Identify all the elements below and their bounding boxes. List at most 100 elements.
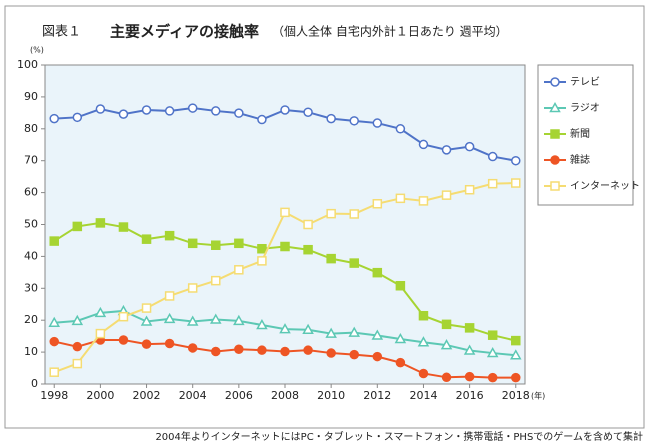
marker bbox=[234, 108, 244, 118]
marker bbox=[211, 275, 221, 286]
marker bbox=[487, 330, 498, 340]
marker bbox=[72, 341, 83, 352]
x-tick-label: 2008 bbox=[271, 389, 299, 402]
marker bbox=[418, 139, 429, 150]
y-tick-label: 60 bbox=[24, 186, 38, 199]
marker bbox=[463, 344, 476, 355]
y-tick-label: 10 bbox=[24, 345, 38, 358]
legend-label: ラジオ bbox=[570, 102, 600, 114]
marker bbox=[349, 116, 359, 126]
marker bbox=[234, 265, 244, 275]
legend-marker bbox=[550, 129, 560, 139]
marker bbox=[464, 323, 475, 333]
marker bbox=[279, 323, 291, 334]
marker bbox=[349, 209, 359, 219]
marker bbox=[394, 332, 407, 344]
figure-label: 図表１ bbox=[42, 25, 81, 40]
marker bbox=[418, 368, 429, 379]
marker bbox=[326, 113, 336, 124]
marker bbox=[509, 349, 522, 360]
marker bbox=[187, 238, 198, 249]
y-unit: (%) bbox=[30, 46, 44, 55]
frame bbox=[4, 5, 645, 429]
marker bbox=[211, 346, 221, 357]
marker bbox=[72, 112, 83, 123]
y-tick-label: 20 bbox=[24, 313, 38, 326]
marker bbox=[372, 351, 383, 362]
y-tick-label: 30 bbox=[24, 281, 38, 294]
marker bbox=[326, 348, 336, 358]
x-tick-label: 2004 bbox=[179, 389, 207, 402]
marker bbox=[395, 193, 406, 204]
marker bbox=[234, 344, 244, 354]
marker bbox=[280, 346, 290, 357]
marker bbox=[486, 347, 499, 358]
marker bbox=[187, 283, 198, 293]
y-tick-label: 100 bbox=[17, 58, 38, 71]
marker bbox=[418, 196, 429, 206]
footnote: 2004年よりインターネットにはPC・タブレット・スマートフォン・携帯電話・PH… bbox=[155, 430, 643, 443]
marker bbox=[164, 338, 175, 349]
marker bbox=[211, 240, 221, 250]
marker bbox=[72, 221, 83, 232]
marker bbox=[464, 141, 475, 152]
marker bbox=[417, 336, 430, 347]
marker bbox=[71, 314, 84, 326]
marker bbox=[211, 106, 221, 116]
marker bbox=[303, 107, 313, 117]
marker bbox=[95, 218, 106, 228]
marker bbox=[303, 244, 313, 255]
x-tick-label: 2016 bbox=[456, 389, 484, 402]
marker bbox=[257, 243, 267, 254]
chart-title: 主要メディアの接触率 bbox=[110, 23, 259, 41]
marker bbox=[372, 118, 383, 128]
legend-marker bbox=[550, 77, 560, 87]
marker bbox=[95, 328, 106, 339]
marker bbox=[326, 208, 336, 219]
marker bbox=[164, 291, 175, 301]
legend-label: 新聞 bbox=[570, 127, 590, 140]
y-tick-label: 40 bbox=[24, 249, 38, 262]
marker bbox=[257, 114, 267, 125]
marker bbox=[349, 258, 359, 268]
marker bbox=[349, 349, 359, 360]
marker bbox=[118, 311, 129, 322]
marker bbox=[441, 190, 452, 200]
marker bbox=[303, 219, 313, 230]
x-unit: (年) bbox=[531, 391, 545, 401]
marker bbox=[440, 339, 453, 350]
marker bbox=[303, 345, 313, 355]
marker bbox=[187, 343, 198, 353]
marker bbox=[441, 145, 452, 155]
marker bbox=[511, 178, 521, 188]
marker bbox=[487, 151, 498, 162]
chart-subtitle: （個人全体 自宅内外計１日あたり 週平均） bbox=[272, 24, 508, 39]
legend-marker bbox=[550, 155, 560, 165]
marker bbox=[186, 315, 199, 326]
legend-marker bbox=[549, 101, 561, 113]
marker bbox=[49, 236, 59, 246]
marker bbox=[372, 267, 383, 278]
marker bbox=[464, 184, 475, 195]
marker bbox=[141, 105, 152, 115]
marker bbox=[395, 280, 406, 291]
marker bbox=[511, 155, 521, 166]
marker bbox=[348, 326, 361, 337]
marker bbox=[511, 335, 521, 346]
marker bbox=[256, 318, 268, 330]
y-tick-label: 80 bbox=[24, 122, 38, 135]
x-tick-label: 2000 bbox=[86, 389, 114, 402]
x-tick-label: 2002 bbox=[133, 389, 161, 402]
y-tick-label: 50 bbox=[24, 218, 38, 231]
marker bbox=[49, 367, 59, 377]
y-tick-label: 90 bbox=[24, 90, 38, 103]
marker bbox=[371, 329, 384, 340]
x-tick-label: 2006 bbox=[225, 389, 253, 402]
marker bbox=[372, 199, 383, 209]
marker bbox=[164, 106, 175, 116]
x-tick-label: 2010 bbox=[317, 389, 345, 402]
marker bbox=[95, 104, 106, 114]
marker bbox=[94, 306, 107, 318]
marker bbox=[141, 234, 152, 244]
